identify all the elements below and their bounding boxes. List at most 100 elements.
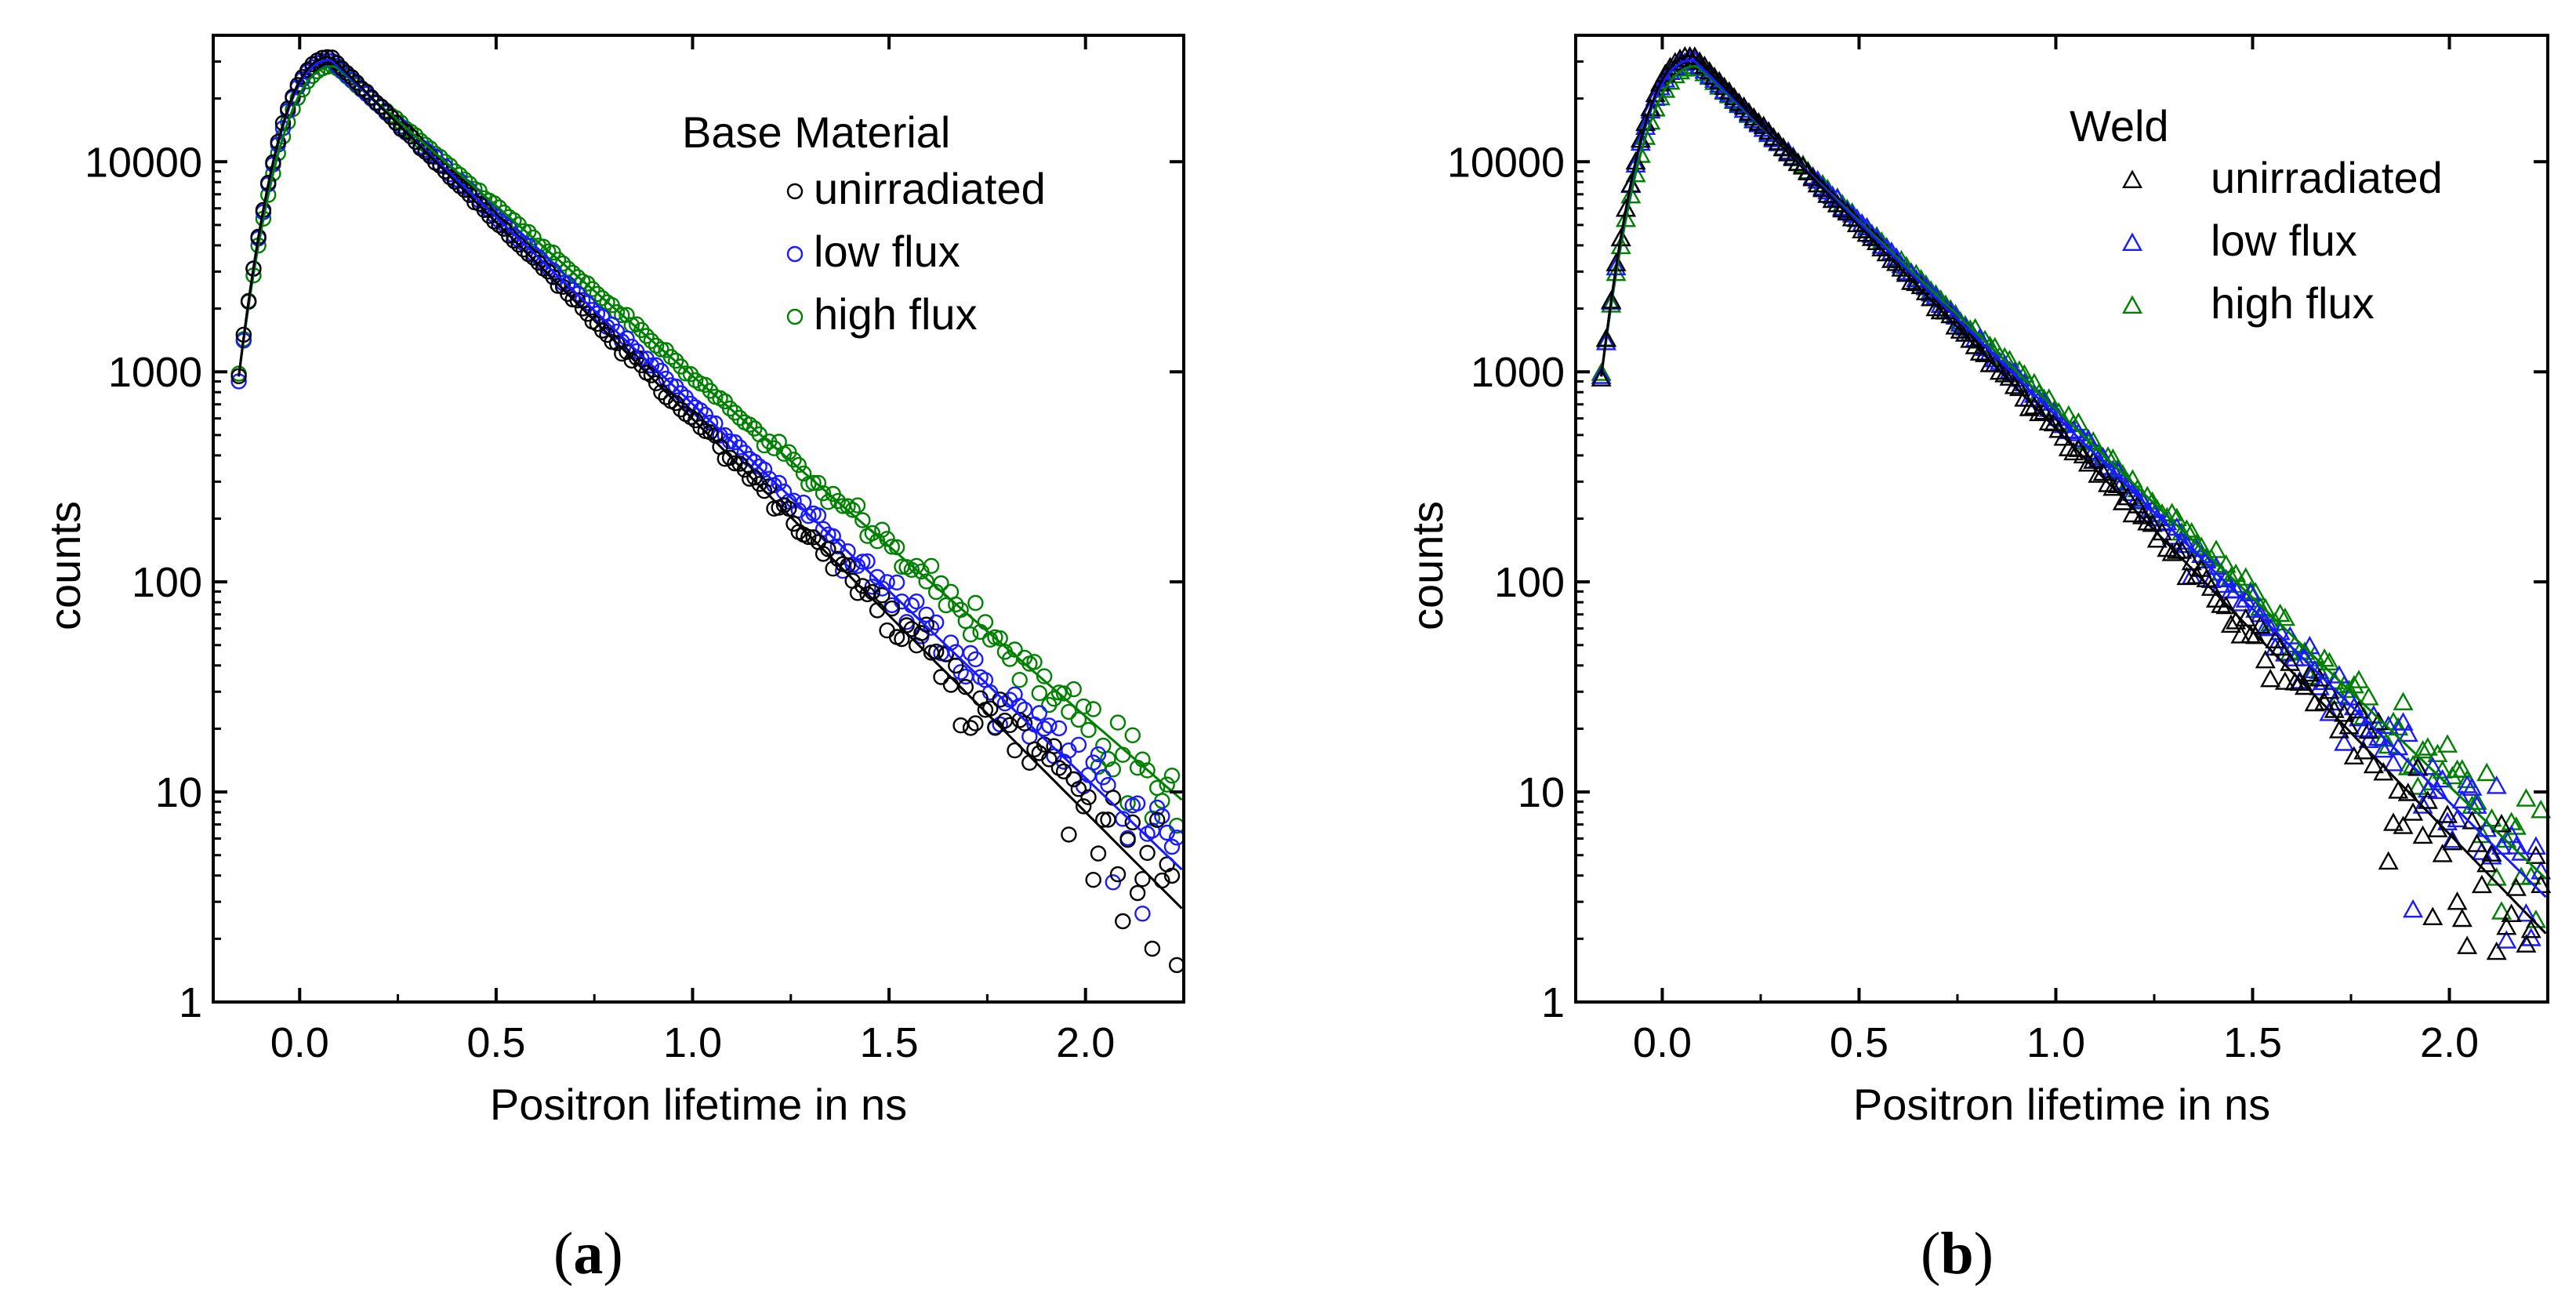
a-data-point xyxy=(1109,866,1127,883)
a-data-point xyxy=(1139,844,1156,862)
b-data-point xyxy=(2436,734,2458,753)
a-data-point xyxy=(923,557,940,574)
a-data-point xyxy=(1070,736,1087,753)
a-data-point xyxy=(1031,684,1048,702)
a-data-point xyxy=(1159,776,1175,793)
b-data-point xyxy=(2334,703,2355,722)
a-data-point xyxy=(673,401,689,418)
b-data-point xyxy=(2432,844,2453,862)
a-data-point xyxy=(584,281,600,297)
a-data-point xyxy=(805,474,822,492)
b-data-point xyxy=(2451,759,2473,778)
b-fit-line xyxy=(1600,54,2547,935)
b-legend-label: low flux xyxy=(2211,216,2357,265)
b-data-point xyxy=(2462,777,2483,796)
a-data-point xyxy=(761,478,778,495)
panel-b-y-axis: 1 10 100 1000 10000 xyxy=(1447,34,2548,1026)
a-x-tick-label: 0.5 xyxy=(466,1019,525,1066)
b-data-point xyxy=(2393,712,2414,731)
b-data-point xyxy=(2442,765,2463,785)
b-data-point xyxy=(1615,209,1637,227)
b-data-point xyxy=(2516,788,2537,807)
b-data-point xyxy=(1591,362,1612,381)
b-data-point xyxy=(2442,830,2463,848)
b-data-point xyxy=(2255,649,2276,669)
b-legend-marker-high-flux xyxy=(2121,295,2143,314)
a-data-point xyxy=(790,456,807,474)
b-data-point xyxy=(2457,935,2478,954)
a-data-point xyxy=(368,94,385,111)
a-legend-label: low flux xyxy=(814,227,960,276)
b-data-point xyxy=(2269,603,2291,623)
a-data-point xyxy=(339,64,355,82)
a-data-point xyxy=(829,492,847,510)
b-data-point xyxy=(1753,118,1774,137)
a-data-point xyxy=(619,307,635,323)
a-data-point xyxy=(638,328,655,344)
panel-a-y-axis: 1 10 100 1000 10000 xyxy=(85,34,1184,1026)
panel-a-x-axis-label: Positron lifetime in ns xyxy=(490,1080,907,1129)
a-data-point xyxy=(805,529,822,546)
a-data-point xyxy=(1100,750,1116,768)
a-data-point xyxy=(967,594,984,612)
b-data-point xyxy=(1787,152,1809,171)
a-data-point xyxy=(363,89,379,106)
b-data-point xyxy=(2319,681,2340,699)
b-data-point xyxy=(2299,666,2320,685)
b-data-point xyxy=(2481,843,2502,862)
a-series-unirradiated xyxy=(230,49,1185,974)
a-data-point xyxy=(864,525,881,542)
a-data-point xyxy=(948,596,964,613)
a-data-point xyxy=(1163,768,1181,784)
panel-b-x-axis-label: Positron lifetime in ns xyxy=(1853,1080,2270,1129)
b-data-point xyxy=(2397,782,2418,801)
b-data-point xyxy=(2501,824,2522,844)
a-data-point xyxy=(397,123,414,140)
b-data-point xyxy=(2412,739,2433,759)
a-data-point xyxy=(1163,838,1181,855)
b-data-point xyxy=(2103,477,2124,496)
b-data-point xyxy=(2525,845,2546,864)
caption-b: (b) xyxy=(1921,1221,1994,1287)
a-data-point xyxy=(815,485,832,502)
caption-a-letter: a xyxy=(573,1221,604,1287)
a-y-tick-label: 10000 xyxy=(85,139,202,186)
b-data-point xyxy=(2260,668,2281,688)
a-data-point xyxy=(996,695,1014,712)
panel-a-legend-title: Base Material xyxy=(682,107,950,157)
a-data-point xyxy=(1129,884,1146,902)
a-data-point xyxy=(328,55,346,71)
a-data-point xyxy=(594,322,611,339)
b-data-point xyxy=(1660,61,1681,81)
b-data-point xyxy=(2274,671,2295,690)
a-data-point xyxy=(692,419,709,436)
a-data-point xyxy=(1046,738,1062,754)
a-data-point xyxy=(1100,811,1116,828)
a-data-point xyxy=(643,367,660,383)
b-data-point xyxy=(2476,762,2498,782)
b-legend-marker-low-flux xyxy=(2121,232,2143,251)
a-data-point xyxy=(628,316,645,332)
b-data-point xyxy=(1591,368,1612,387)
a-data-point xyxy=(825,561,841,577)
b-data-point xyxy=(2289,672,2310,691)
a-data-point xyxy=(1065,771,1082,788)
b-data-point xyxy=(2451,790,2473,809)
b-legend-marker-unirradiated xyxy=(2121,169,2143,189)
b-data-point xyxy=(2407,776,2429,795)
a-legend-marker-high-flux xyxy=(786,308,804,325)
b-data-point xyxy=(2077,453,2099,472)
a-data-point xyxy=(913,625,930,641)
b-data-point xyxy=(2403,754,2424,774)
b-data-point xyxy=(1900,271,1922,290)
b-data-point xyxy=(1950,320,1971,339)
b-data-point xyxy=(2250,615,2271,634)
b-data-point xyxy=(1595,332,1616,350)
b-data-point xyxy=(2501,811,2522,830)
b-data-point xyxy=(2343,746,2364,764)
b-data-point xyxy=(1989,361,2010,380)
b-data-point xyxy=(2447,891,2468,910)
b-data-point xyxy=(2378,851,2399,870)
a-data-point xyxy=(854,512,871,528)
